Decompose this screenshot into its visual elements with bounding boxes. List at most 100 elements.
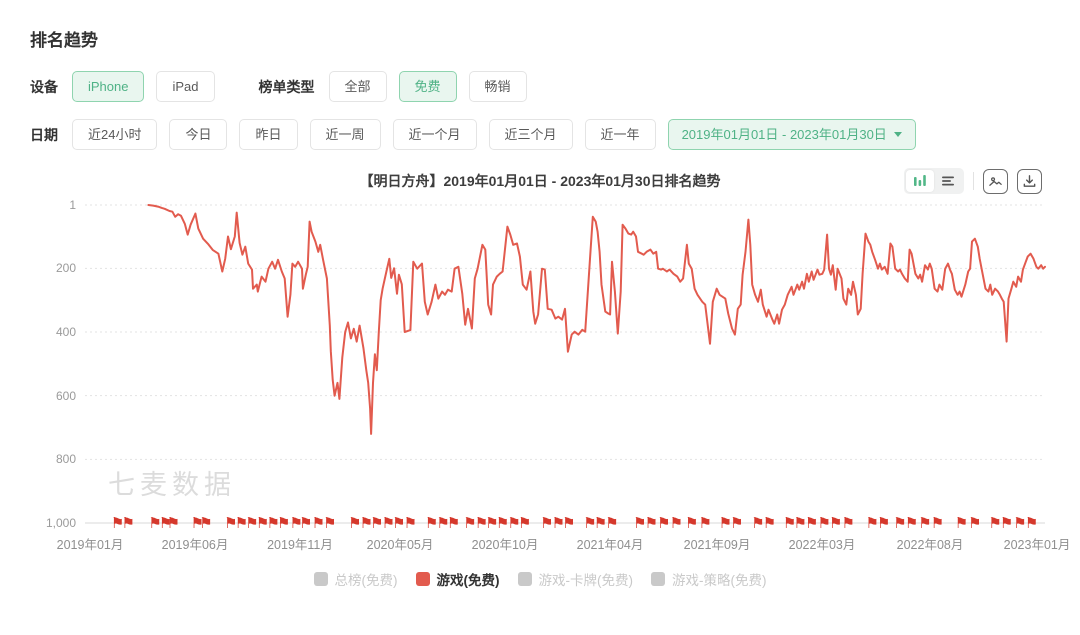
date-range-picker[interactable]: 2019年01月01日 - 2023年01月30日: [667, 119, 916, 150]
event-flag-icon[interactable]: ⚑: [235, 515, 248, 532]
event-flag-icon[interactable]: ⚑: [1000, 515, 1013, 532]
event-flag-icon[interactable]: ⚑: [436, 515, 449, 532]
event-flag-icon[interactable]: ⚑: [348, 515, 361, 532]
event-flag-icon[interactable]: ⚑: [404, 515, 417, 532]
event-flag-icon[interactable]: ⚑: [425, 515, 438, 532]
x-axis-tick: 2023年01月: [1003, 538, 1071, 552]
event-flag-icon[interactable]: ⚑: [224, 515, 237, 532]
event-flag-icon[interactable]: ⚑: [447, 515, 460, 532]
event-flag-icon[interactable]: ⚑: [841, 515, 854, 532]
date-option-month[interactable]: 近一个月: [392, 119, 477, 150]
event-flag-icon[interactable]: ⚑: [518, 515, 531, 532]
event-flag-icon[interactable]: ⚑: [485, 515, 498, 532]
legend-label: 游戏-策略(免费): [672, 573, 767, 588]
date-option-year[interactable]: 近一年: [584, 119, 656, 150]
view-mode-switch: [904, 168, 964, 194]
device-filter-label: 设备: [30, 78, 58, 95]
event-flag-icon[interactable]: ⚑: [289, 515, 302, 532]
rank-type-option-grossing[interactable]: 畅销: [468, 71, 527, 102]
event-flag-icon[interactable]: ⚑: [955, 515, 968, 532]
date-option-3months[interactable]: 近三个月: [488, 119, 573, 150]
event-flag-icon[interactable]: ⚑: [111, 515, 124, 532]
legend-item-games-free[interactable]: 游戏(免费): [415, 569, 500, 589]
event-flag-icon[interactable]: ⚑: [1025, 515, 1038, 532]
table-view-button[interactable]: [934, 170, 962, 192]
event-flag-icon[interactable]: ⚑: [829, 515, 842, 532]
chart-plot-area[interactable]: ⚑ ⚑ ⚑ ⚑ ⚑ ⚑ ⚑ ⚑ ⚑ ⚑ ⚑ ⚑ ⚑ ⚑ ⚑ ⚑ ⚑ ⚑ ⚑ ⚑ ⚑ ⚑ ⚑ ⚑ ⚑ ⚑ ⚑ ⚑ ⚑ ⚑ ⚑ ⚑ ⚑ ⚑ ⚑ ⚑ ⚑ ⚑ ⚑ ⚑…: [30, 197, 1070, 557]
event-flag-icon[interactable]: ⚑: [496, 515, 509, 532]
event-flag-icon[interactable]: ⚑: [392, 515, 405, 532]
chart-view-button[interactable]: [906, 170, 934, 192]
legend-swatch: [313, 572, 328, 586]
toolbar-divider: [973, 172, 974, 190]
legend-item-strategy-free[interactable]: 游戏-策略(免费): [651, 569, 767, 589]
event-flag-icon[interactable]: ⚑: [988, 515, 1001, 532]
device-option-iphone[interactable]: iPhone: [72, 71, 145, 102]
event-flag-icon[interactable]: ⚑: [382, 515, 395, 532]
event-flag-icon[interactable]: ⚑: [552, 515, 565, 532]
device-option-ipad[interactable]: iPad: [156, 71, 215, 102]
bar-chart-icon: [914, 175, 926, 186]
event-flag-icon[interactable]: ⚑: [783, 515, 796, 532]
event-flag-icon[interactable]: ⚑: [698, 515, 711, 532]
event-flag-icon[interactable]: ⚑: [360, 515, 373, 532]
event-flag-icon[interactable]: ⚑: [370, 515, 383, 532]
event-flag-icon[interactable]: ⚑: [540, 515, 553, 532]
caret-down-icon: [893, 132, 902, 137]
event-flag-icon[interactable]: ⚑: [633, 515, 646, 532]
legend-label: 游戏-卡牌(免费): [538, 573, 634, 588]
date-option-24h[interactable]: 近24小时: [72, 119, 158, 150]
date-option-today[interactable]: 今日: [169, 119, 228, 150]
event-flag-icon[interactable]: ⚑: [159, 515, 172, 532]
x-axis-tick: 2019年01月: [56, 538, 124, 552]
event-flag-icon[interactable]: ⚑: [463, 515, 476, 532]
event-flag-icon[interactable]: ⚑: [191, 515, 204, 532]
event-flag-icon[interactable]: ⚑: [312, 515, 325, 532]
event-flag-icon[interactable]: ⚑: [968, 515, 981, 532]
event-flag-icon[interactable]: ⚑: [893, 515, 906, 532]
event-flag-icon[interactable]: ⚑: [256, 515, 269, 532]
event-flag-icon[interactable]: ⚑: [719, 515, 732, 532]
event-flag-icon[interactable]: ⚑: [931, 515, 944, 532]
legend-swatch: [517, 572, 532, 586]
event-flag-icon[interactable]: ⚑: [793, 515, 806, 532]
date-option-week[interactable]: 近一周: [309, 119, 381, 150]
download-button[interactable]: [1017, 168, 1042, 194]
event-flag-icon[interactable]: ⚑: [685, 515, 698, 532]
event-flag-icon[interactable]: ⚑: [670, 515, 683, 532]
event-flag-icon[interactable]: ⚑: [1013, 515, 1026, 532]
event-flag-icon[interactable]: ⚑: [645, 515, 658, 532]
event-flag-icon[interactable]: ⚑: [805, 515, 818, 532]
rank-type-option-free[interactable]: 免费: [398, 71, 457, 102]
event-flag-icon[interactable]: ⚑: [763, 515, 776, 532]
event-flag-icon[interactable]: ⚑: [121, 515, 134, 532]
event-flag-icon[interactable]: ⚑: [277, 515, 290, 532]
event-flag-icon[interactable]: ⚑: [905, 515, 918, 532]
event-flag-icon[interactable]: ⚑: [562, 515, 575, 532]
date-option-yesterday[interactable]: 昨日: [239, 119, 298, 150]
event-flag-icon[interactable]: ⚑: [605, 515, 618, 532]
event-flag-icon[interactable]: ⚑: [266, 515, 279, 532]
event-flag-icon[interactable]: ⚑: [877, 515, 890, 532]
event-flag-icon[interactable]: ⚑: [865, 515, 878, 532]
event-flag-icon[interactable]: ⚑: [199, 515, 212, 532]
event-flag-icon[interactable]: ⚑: [245, 515, 258, 532]
event-flag-icon[interactable]: ⚑: [148, 515, 161, 532]
event-flag-icon[interactable]: ⚑: [657, 515, 670, 532]
event-flag-icon[interactable]: ⚑: [299, 515, 312, 532]
event-flag-icon[interactable]: ⚑: [507, 515, 520, 532]
event-flag-icon[interactable]: ⚑: [583, 515, 596, 532]
event-flag-icon[interactable]: ⚑: [751, 515, 764, 532]
event-flag-icon[interactable]: ⚑: [323, 515, 336, 532]
event-flag-icon[interactable]: ⚑: [594, 515, 607, 532]
ranking-line-chart[interactable]: ⚑⚑ ⚑⚑⚑ ⚑⚑ ⚑⚑⚑⚑⚑⚑ ⚑⚑ ⚑⚑ ⚑⚑⚑⚑⚑⚑ ⚑⚑⚑ ⚑⚑⚑⚑⚑⚑ ⚑⚑⚑ ⚑⚑⚑ ⚑⚑…: [30, 197, 1050, 557]
legend-item-total-free[interactable]: 总榜(免费): [313, 569, 398, 589]
event-flag-icon[interactable]: ⚑: [167, 515, 180, 532]
event-flag-icon[interactable]: ⚑: [475, 515, 488, 532]
legend-item-card-free[interactable]: 游戏-卡牌(免费): [517, 569, 634, 589]
event-flag-icon[interactable]: ⚑: [918, 515, 931, 532]
export-image-button[interactable]: [983, 168, 1008, 194]
rank-type-option-all[interactable]: 全部: [328, 71, 387, 102]
event-flag-icon[interactable]: ⚑: [817, 515, 830, 532]
event-flag-icon[interactable]: ⚑: [730, 515, 743, 532]
